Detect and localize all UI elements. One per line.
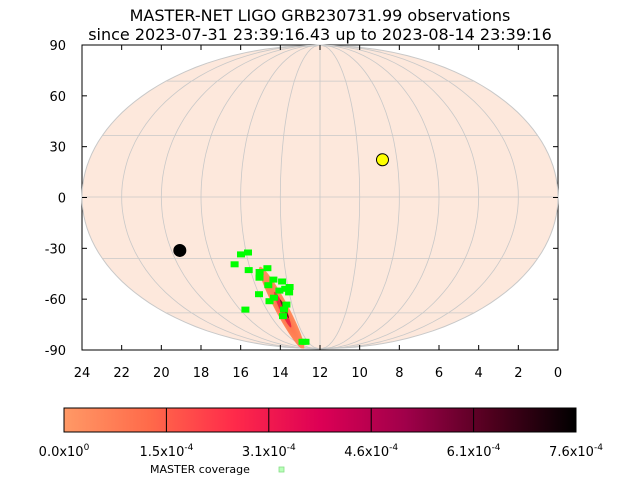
x-tick-label: 24 — [74, 366, 91, 381]
coverage-field — [255, 291, 263, 298]
colorbar — [63, 407, 577, 433]
coverage-field — [301, 338, 310, 345]
coverage-field — [241, 306, 250, 313]
coverage-field — [285, 289, 294, 296]
colorbar-label: 7.6x10-4 — [549, 443, 603, 460]
y-tick-label: 60 — [49, 90, 66, 105]
coverage-field — [264, 282, 273, 289]
colorbar-label: 4.6x10-4 — [344, 443, 398, 460]
coverage-field — [280, 306, 288, 313]
y-tick-label: -60 — [45, 293, 66, 308]
legend-swatch-coverage — [278, 466, 285, 473]
colorbar-label: 1.5x10-4 — [139, 443, 193, 460]
coverage-field — [279, 313, 287, 320]
coverage-field — [244, 249, 252, 256]
y-tick-label: 0 — [58, 192, 66, 207]
x-tick-label: 6 — [435, 366, 443, 381]
x-tick-label: 0 — [554, 366, 562, 381]
coverage-field — [263, 265, 272, 272]
coverage-field — [244, 267, 253, 274]
x-tick-label: 2 — [514, 366, 522, 381]
coverage-field — [270, 294, 278, 301]
y-tick-label: 90 — [49, 39, 66, 54]
x-tick-label: 16 — [232, 366, 249, 381]
y-tick-label: -90 — [45, 344, 66, 359]
moon-marker — [173, 243, 187, 257]
x-tick-label: 14 — [272, 366, 289, 381]
coverage-field — [255, 274, 264, 281]
sun-marker — [375, 153, 389, 167]
coverage-field — [265, 298, 274, 305]
coverage-field — [282, 301, 291, 308]
legend-label-coverage: MASTER coverage — [150, 463, 250, 476]
x-tick-label: 10 — [351, 366, 368, 381]
x-tick-label: 8 — [395, 366, 403, 381]
x-tick-label: 22 — [113, 366, 130, 381]
coverage-field — [230, 261, 239, 268]
coverage-field — [281, 285, 290, 292]
coverage-field — [237, 251, 245, 258]
chart-subtitle: since 2023-07-31 23:39:16.43 up to 2023-… — [88, 25, 552, 44]
x-tick-label: 18 — [193, 366, 210, 381]
x-tick-label: 20 — [153, 366, 170, 381]
y-tick-label: -30 — [45, 242, 66, 257]
x-tick-label: 4 — [475, 366, 483, 381]
coverage-field — [278, 278, 287, 285]
coverage-field — [269, 276, 278, 283]
x-tick-label: 12 — [312, 366, 329, 381]
coverage-field — [255, 269, 264, 275]
coverage-field — [275, 287, 284, 294]
colorbar-label: 6.1x10-4 — [447, 443, 501, 460]
colorbar-label: 0.0x100 — [39, 443, 90, 460]
coverage-field — [285, 284, 294, 290]
chart-title: MASTER-NET LIGO GRB230731.99 observation… — [129, 6, 511, 25]
colorbar-label: 3.1x10-4 — [242, 443, 296, 460]
y-tick-label: 30 — [49, 141, 66, 156]
